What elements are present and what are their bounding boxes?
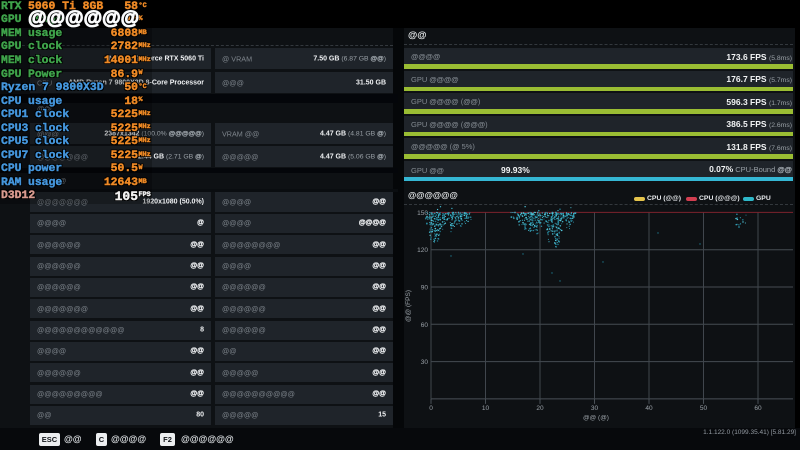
svg-text:50: 50 [700, 405, 708, 412]
svg-text:30: 30 [591, 405, 599, 412]
svg-text:@@ (FPS): @@ (FPS) [405, 290, 412, 322]
svg-text:60: 60 [754, 405, 762, 412]
svg-text:120: 120 [417, 247, 428, 254]
svg-text:20: 20 [536, 405, 544, 412]
svg-text:40: 40 [645, 405, 653, 412]
svg-text:10: 10 [482, 405, 490, 412]
svg-text:@@ (@): @@ (@) [583, 415, 609, 422]
svg-text:90: 90 [421, 285, 429, 292]
svg-text:150: 150 [417, 210, 428, 217]
svg-text:60: 60 [421, 322, 429, 329]
svg-text:30: 30 [421, 359, 429, 366]
svg-text:0: 0 [429, 405, 433, 412]
